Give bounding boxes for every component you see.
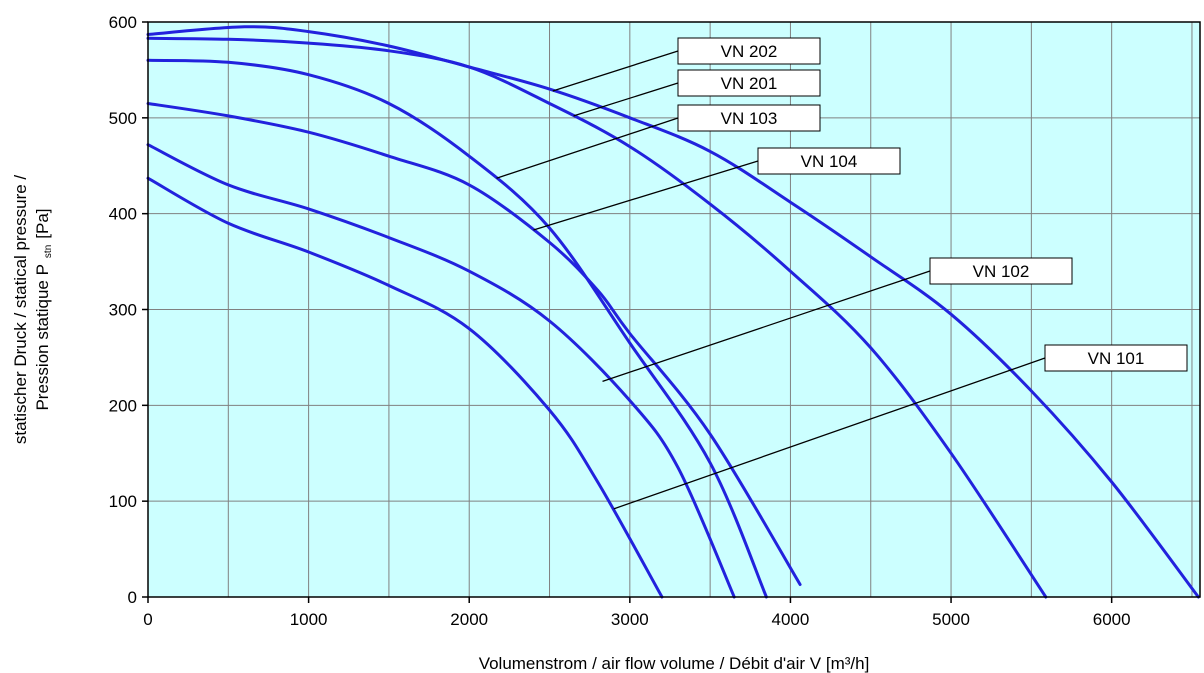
series-label-vn-202: VN 202	[677, 37, 821, 65]
axes: 0 1000 2000 3000 4000 5000 6000 0 100 200 300 400 50…	[109, 13, 1201, 629]
label-leader-vn-102	[602, 270, 931, 382]
y-axis-title-line2: Pression statique P stn [Pa]	[33, 208, 54, 410]
x-tick-label: 1000	[290, 610, 328, 629]
label-box	[677, 104, 821, 132]
y-tick-label: 200	[109, 396, 137, 415]
curve-vn-101	[146, 176, 664, 599]
series-label-vn-102: VN 102	[929, 257, 1073, 285]
x-tick-label: 2000	[450, 610, 488, 629]
curve-vn-102	[146, 143, 736, 599]
x-tick-label: 0	[143, 610, 152, 629]
y-axis-title-subscript: stn	[43, 245, 54, 258]
x-tick-label: 3000	[611, 610, 649, 629]
y-tick-label: 0	[128, 588, 137, 607]
x-tick-label: 4000	[772, 610, 810, 629]
label-box	[677, 37, 821, 65]
y-axis-title-unit: [Pa]	[33, 208, 52, 238]
label-text: VN 104	[801, 152, 858, 171]
series-label-vn-103: VN 103	[677, 104, 821, 132]
label-box	[757, 147, 901, 175]
x-tick-label: 5000	[932, 610, 970, 629]
label-text: VN 103	[721, 109, 778, 128]
y-axis-title-main: Pression statique P	[33, 264, 52, 410]
label-box	[1044, 344, 1188, 372]
series-curves	[146, 25, 1200, 599]
label-box	[929, 257, 1073, 285]
label-leader-vn-104	[533, 160, 759, 231]
curve-vn-202	[146, 25, 1200, 599]
y-tick-label: 500	[109, 109, 137, 128]
y-tick-label: 600	[109, 13, 137, 32]
curve-vn-201	[146, 36, 1048, 599]
label-box	[677, 69, 821, 97]
x-axis-title: Volumenstrom / air flow volume / Débit d…	[479, 654, 870, 673]
label-text: VN 101	[1088, 349, 1145, 368]
y-tick-label: 300	[109, 301, 137, 320]
label-text: VN 202	[721, 42, 778, 61]
x-tick-label: 6000	[1093, 610, 1131, 629]
label-text: VN 102	[973, 262, 1030, 281]
y-tick-label: 100	[109, 492, 137, 511]
curve-vn-103	[146, 58, 768, 599]
series-label-vn-201: VN 201	[677, 69, 821, 97]
series-label-vn-104: VN 104	[757, 147, 901, 175]
label-leader-vn-201	[573, 82, 679, 117]
y-axis-title-line1: statischer Druck / statical pressure /	[11, 175, 30, 445]
series-label-vn-101: VN 101	[1044, 344, 1188, 372]
label-text: VN 201	[721, 74, 778, 93]
curve-vn-104	[146, 102, 802, 586]
label-leader-vn-202	[552, 50, 679, 92]
y-tick-label: 400	[109, 205, 137, 224]
label-leader-vn-101	[613, 357, 1046, 510]
series-labels: VN 202 VN 201 VN 103 VN 104 VN 102 VN 101	[496, 37, 1188, 510]
label-leader-vn-103	[496, 117, 679, 179]
